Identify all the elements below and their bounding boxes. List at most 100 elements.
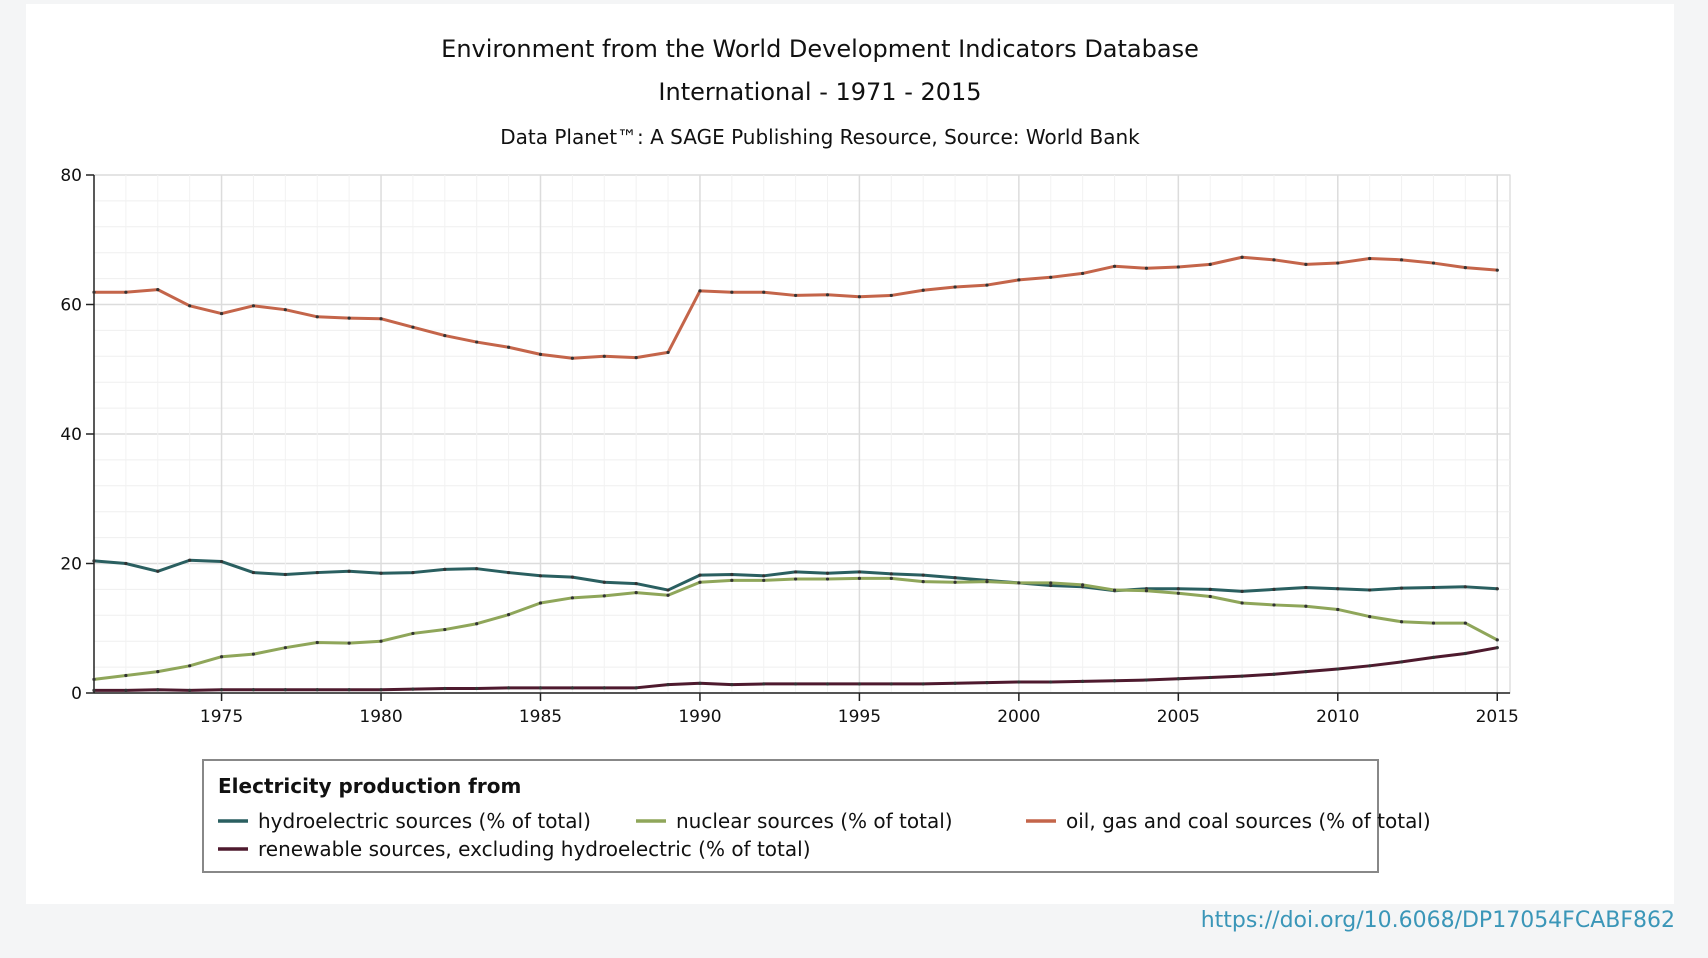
data-point: [825, 577, 830, 581]
data-point: [315, 570, 319, 575]
data-point: [1495, 268, 1499, 272]
data-point: [666, 593, 670, 597]
x-tick-label: 1990: [678, 707, 721, 727]
data-point: [283, 688, 287, 692]
chart-subtitle: International - 1971 - 2015: [658, 78, 981, 106]
data-point: [538, 574, 543, 578]
data-point: [1208, 675, 1212, 680]
legend-title: Electricity production from: [218, 774, 521, 798]
data-point: [1176, 591, 1180, 595]
data-point: [1368, 256, 1372, 261]
data-point: [730, 290, 734, 294]
y-tick-label: 60: [60, 296, 82, 316]
data-point: [1176, 587, 1180, 591]
data-point: [570, 575, 574, 579]
y-tick-label: 80: [60, 166, 82, 186]
data-point: [538, 686, 543, 690]
data-point: [475, 686, 479, 691]
data-point: [506, 613, 511, 617]
data-point: [953, 285, 957, 289]
data-point: [1431, 621, 1436, 625]
data-point: [985, 283, 989, 287]
data-point: [762, 682, 766, 686]
data-point: [634, 581, 638, 586]
data-point: [475, 340, 479, 344]
legend-box: [202, 759, 1379, 873]
data-point: [92, 677, 96, 682]
data-point: [219, 688, 224, 692]
data-point: [188, 304, 192, 308]
data-point: [1304, 604, 1308, 608]
data-point: [1495, 638, 1499, 642]
line-chart: Environment from the World Development I…: [60, 35, 1519, 873]
data-point: [1272, 258, 1276, 262]
data-point: [825, 571, 830, 575]
data-point: [188, 558, 192, 562]
data-point: [889, 682, 893, 686]
data-point: [411, 631, 415, 636]
data-point: [857, 576, 862, 580]
data-point: [1176, 677, 1180, 681]
data-point: [411, 325, 415, 329]
data-point: [1049, 581, 1053, 585]
x-tick-label: 1980: [359, 707, 402, 727]
data-point: [953, 681, 957, 685]
data-point: [283, 572, 287, 577]
data-point: [762, 578, 766, 582]
data-point: [602, 594, 606, 598]
x-tick-label: 2015: [1476, 707, 1519, 727]
data-point: [1399, 660, 1404, 664]
data-point: [634, 355, 638, 360]
data-point: [1463, 651, 1467, 656]
data-point: [921, 682, 925, 686]
data-point: [283, 646, 287, 650]
data-point: [794, 570, 798, 574]
data-point: [1208, 262, 1212, 266]
data-point: [379, 639, 383, 643]
y-tick-label: 20: [60, 555, 82, 575]
data-point: [506, 570, 511, 575]
data-point: [889, 293, 893, 298]
data-point: [889, 576, 893, 580]
data-point: [443, 567, 447, 571]
doi-link[interactable]: https://doi.org/10.6068/DP17054FCABF862: [1200, 908, 1675, 933]
data-point: [411, 687, 415, 691]
data-point: [1272, 672, 1276, 676]
data-point: [825, 293, 830, 297]
data-point: [1208, 587, 1212, 592]
data-point: [188, 664, 192, 668]
x-tick-label: 1975: [200, 707, 243, 727]
data-point: [730, 578, 734, 582]
data-point: [666, 588, 670, 592]
data-point: [1240, 255, 1244, 259]
data-point: [283, 308, 287, 312]
data-point: [1304, 262, 1308, 266]
data-point: [347, 569, 351, 573]
data-point: [634, 591, 638, 595]
data-point: [188, 688, 192, 693]
legend-label-3: renewable sources, excluding hydroelectr…: [258, 837, 811, 861]
legend-label-0: hydroelectric sources (% of total): [258, 809, 591, 833]
data-point: [1463, 585, 1467, 589]
data-point: [1336, 587, 1340, 591]
data-point: [857, 570, 862, 574]
data-point: [156, 670, 160, 674]
data-point: [794, 682, 798, 686]
data-point: [857, 682, 862, 686]
data-point: [1431, 655, 1436, 659]
data-point: [698, 580, 702, 584]
data-point: [698, 573, 702, 577]
x-tick-label: 1995: [838, 707, 881, 727]
data-point: [921, 573, 925, 577]
data-point: [1336, 667, 1340, 671]
data-point: [698, 289, 702, 293]
data-point: [1368, 588, 1372, 592]
data-point: [475, 567, 479, 571]
data-point: [124, 561, 128, 566]
data-point: [666, 682, 670, 687]
data-point: [124, 688, 128, 693]
data-point: [1208, 594, 1212, 599]
data-point: [794, 293, 798, 298]
data-point: [92, 559, 96, 563]
data-point: [602, 580, 606, 584]
